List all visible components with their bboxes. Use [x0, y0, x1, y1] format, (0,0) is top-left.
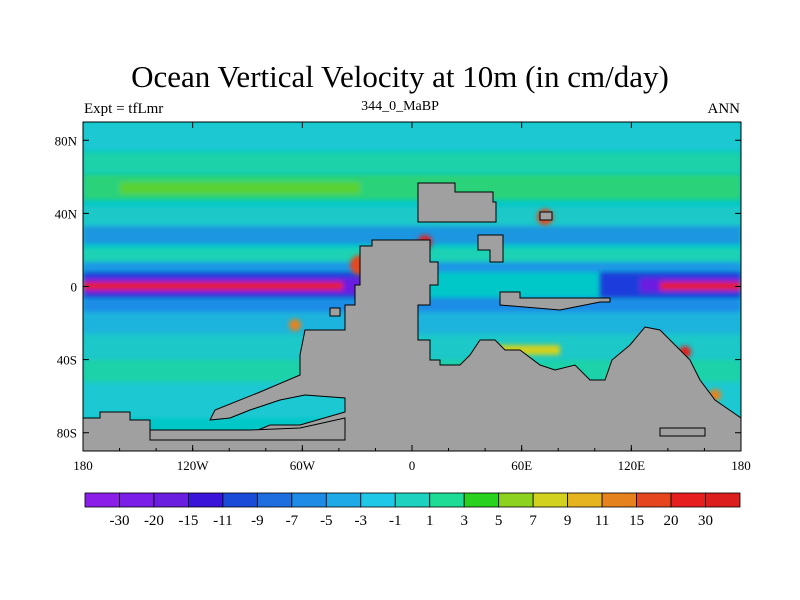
- plot-title: Ocean Vertical Velocity at 10m (in cm/da…: [131, 59, 669, 94]
- colorbar-label: -11: [213, 513, 232, 529]
- band-north-subpolar: [83, 152, 741, 172]
- colorbar-label: -15: [178, 513, 198, 529]
- band-north-subtropical: [120, 182, 360, 194]
- colorbar-swatch: [360, 492, 396, 508]
- colorbar-swatch: [636, 492, 672, 508]
- colorbar-label: 3: [460, 513, 468, 529]
- colorbar-swatch: [84, 492, 120, 508]
- colorbar-label: 1: [426, 513, 434, 529]
- x-tick-label: 60W: [290, 458, 316, 473]
- land-east-island-strip: [499, 291, 611, 311]
- season-label: ANN: [707, 101, 741, 117]
- land-south-slab: [149, 417, 346, 441]
- y-tick-label: 40N: [55, 206, 78, 221]
- colorbar-swatch: [463, 492, 500, 508]
- colorbar-label: -3: [355, 513, 368, 529]
- colorbar-label: -1: [389, 513, 402, 529]
- colorbar-swatch: [429, 492, 465, 508]
- y-tick-label: 0: [71, 280, 78, 295]
- y-tick-label: 40S: [57, 353, 77, 368]
- y-axis: 80N 40N 0 40S 80S: [55, 133, 741, 441]
- colorbar-label: -30: [109, 513, 129, 529]
- colorbar-swatch: [601, 492, 637, 508]
- colorbar-swatch: [670, 492, 706, 508]
- colorbar-label: -9: [251, 513, 264, 529]
- land-southeast-islet: [659, 427, 706, 437]
- y-tick-label: 80S: [57, 426, 77, 441]
- land-main-continent: [83, 239, 741, 451]
- experiment-label: Expt = tfLmr: [84, 101, 164, 117]
- upwelling-south-america: [289, 319, 301, 331]
- land-west-islet: [329, 307, 341, 317]
- colorbar-swatch: [532, 492, 569, 508]
- land-north-island: [539, 211, 553, 221]
- colorbar-label: -5: [320, 513, 333, 529]
- colorbar-swatch: [394, 492, 431, 508]
- colorbar-label: 5: [495, 513, 503, 529]
- y-tick-label: 80N: [55, 133, 78, 148]
- colorbar-label: 11: [595, 513, 609, 529]
- eq-east-core: [660, 282, 741, 290]
- colorbar-swatch: [256, 492, 293, 508]
- colorbar-swatch: [119, 492, 155, 508]
- equatorial-band: [83, 272, 741, 298]
- time-label: 344_0_MaBP: [361, 99, 439, 114]
- colorbar-swatch: [325, 492, 362, 508]
- colorbar-label: 15: [629, 513, 644, 529]
- land: [83, 182, 741, 451]
- x-tick-label: 120W: [177, 458, 210, 473]
- eq-core: [83, 282, 343, 290]
- x-tick-label: 120E: [618, 458, 646, 473]
- plot-area: [83, 122, 741, 451]
- x-tick-label: 180: [73, 458, 93, 473]
- colorbar-swatch: [222, 492, 258, 508]
- colorbar-label: -20: [144, 513, 164, 529]
- x-tick-label: 180: [731, 458, 751, 473]
- colorbar-label: 20: [664, 513, 679, 529]
- colorbar-label: 7: [529, 513, 537, 529]
- colorbar-label: 30: [698, 513, 713, 529]
- x-axis: 180 120W 60W 0 60E 120E 180: [73, 122, 751, 473]
- colorbar-swatch: [498, 492, 534, 508]
- colorbar-swatch: [188, 492, 224, 508]
- colorbar-label: 9: [564, 513, 572, 529]
- colorbar-swatch: [705, 492, 741, 508]
- band-north-down: [83, 226, 741, 244]
- band-north-mid: [83, 206, 741, 226]
- land-north-continent: [417, 182, 497, 223]
- colorbar-swatch: [153, 492, 189, 508]
- x-tick-label: 0: [409, 458, 416, 473]
- colorbar: -30 -20 -15 -11 -9 -7 -5 -3 -1 1 3 5 7 9 11 15 20 30: [84, 492, 741, 529]
- colorbar-label: -7: [286, 513, 299, 529]
- colorbar-swatch: [291, 492, 327, 508]
- x-tick-label: 60E: [511, 458, 532, 473]
- land-east-peninsula: [477, 234, 504, 263]
- colorbar-swatch: [567, 492, 603, 508]
